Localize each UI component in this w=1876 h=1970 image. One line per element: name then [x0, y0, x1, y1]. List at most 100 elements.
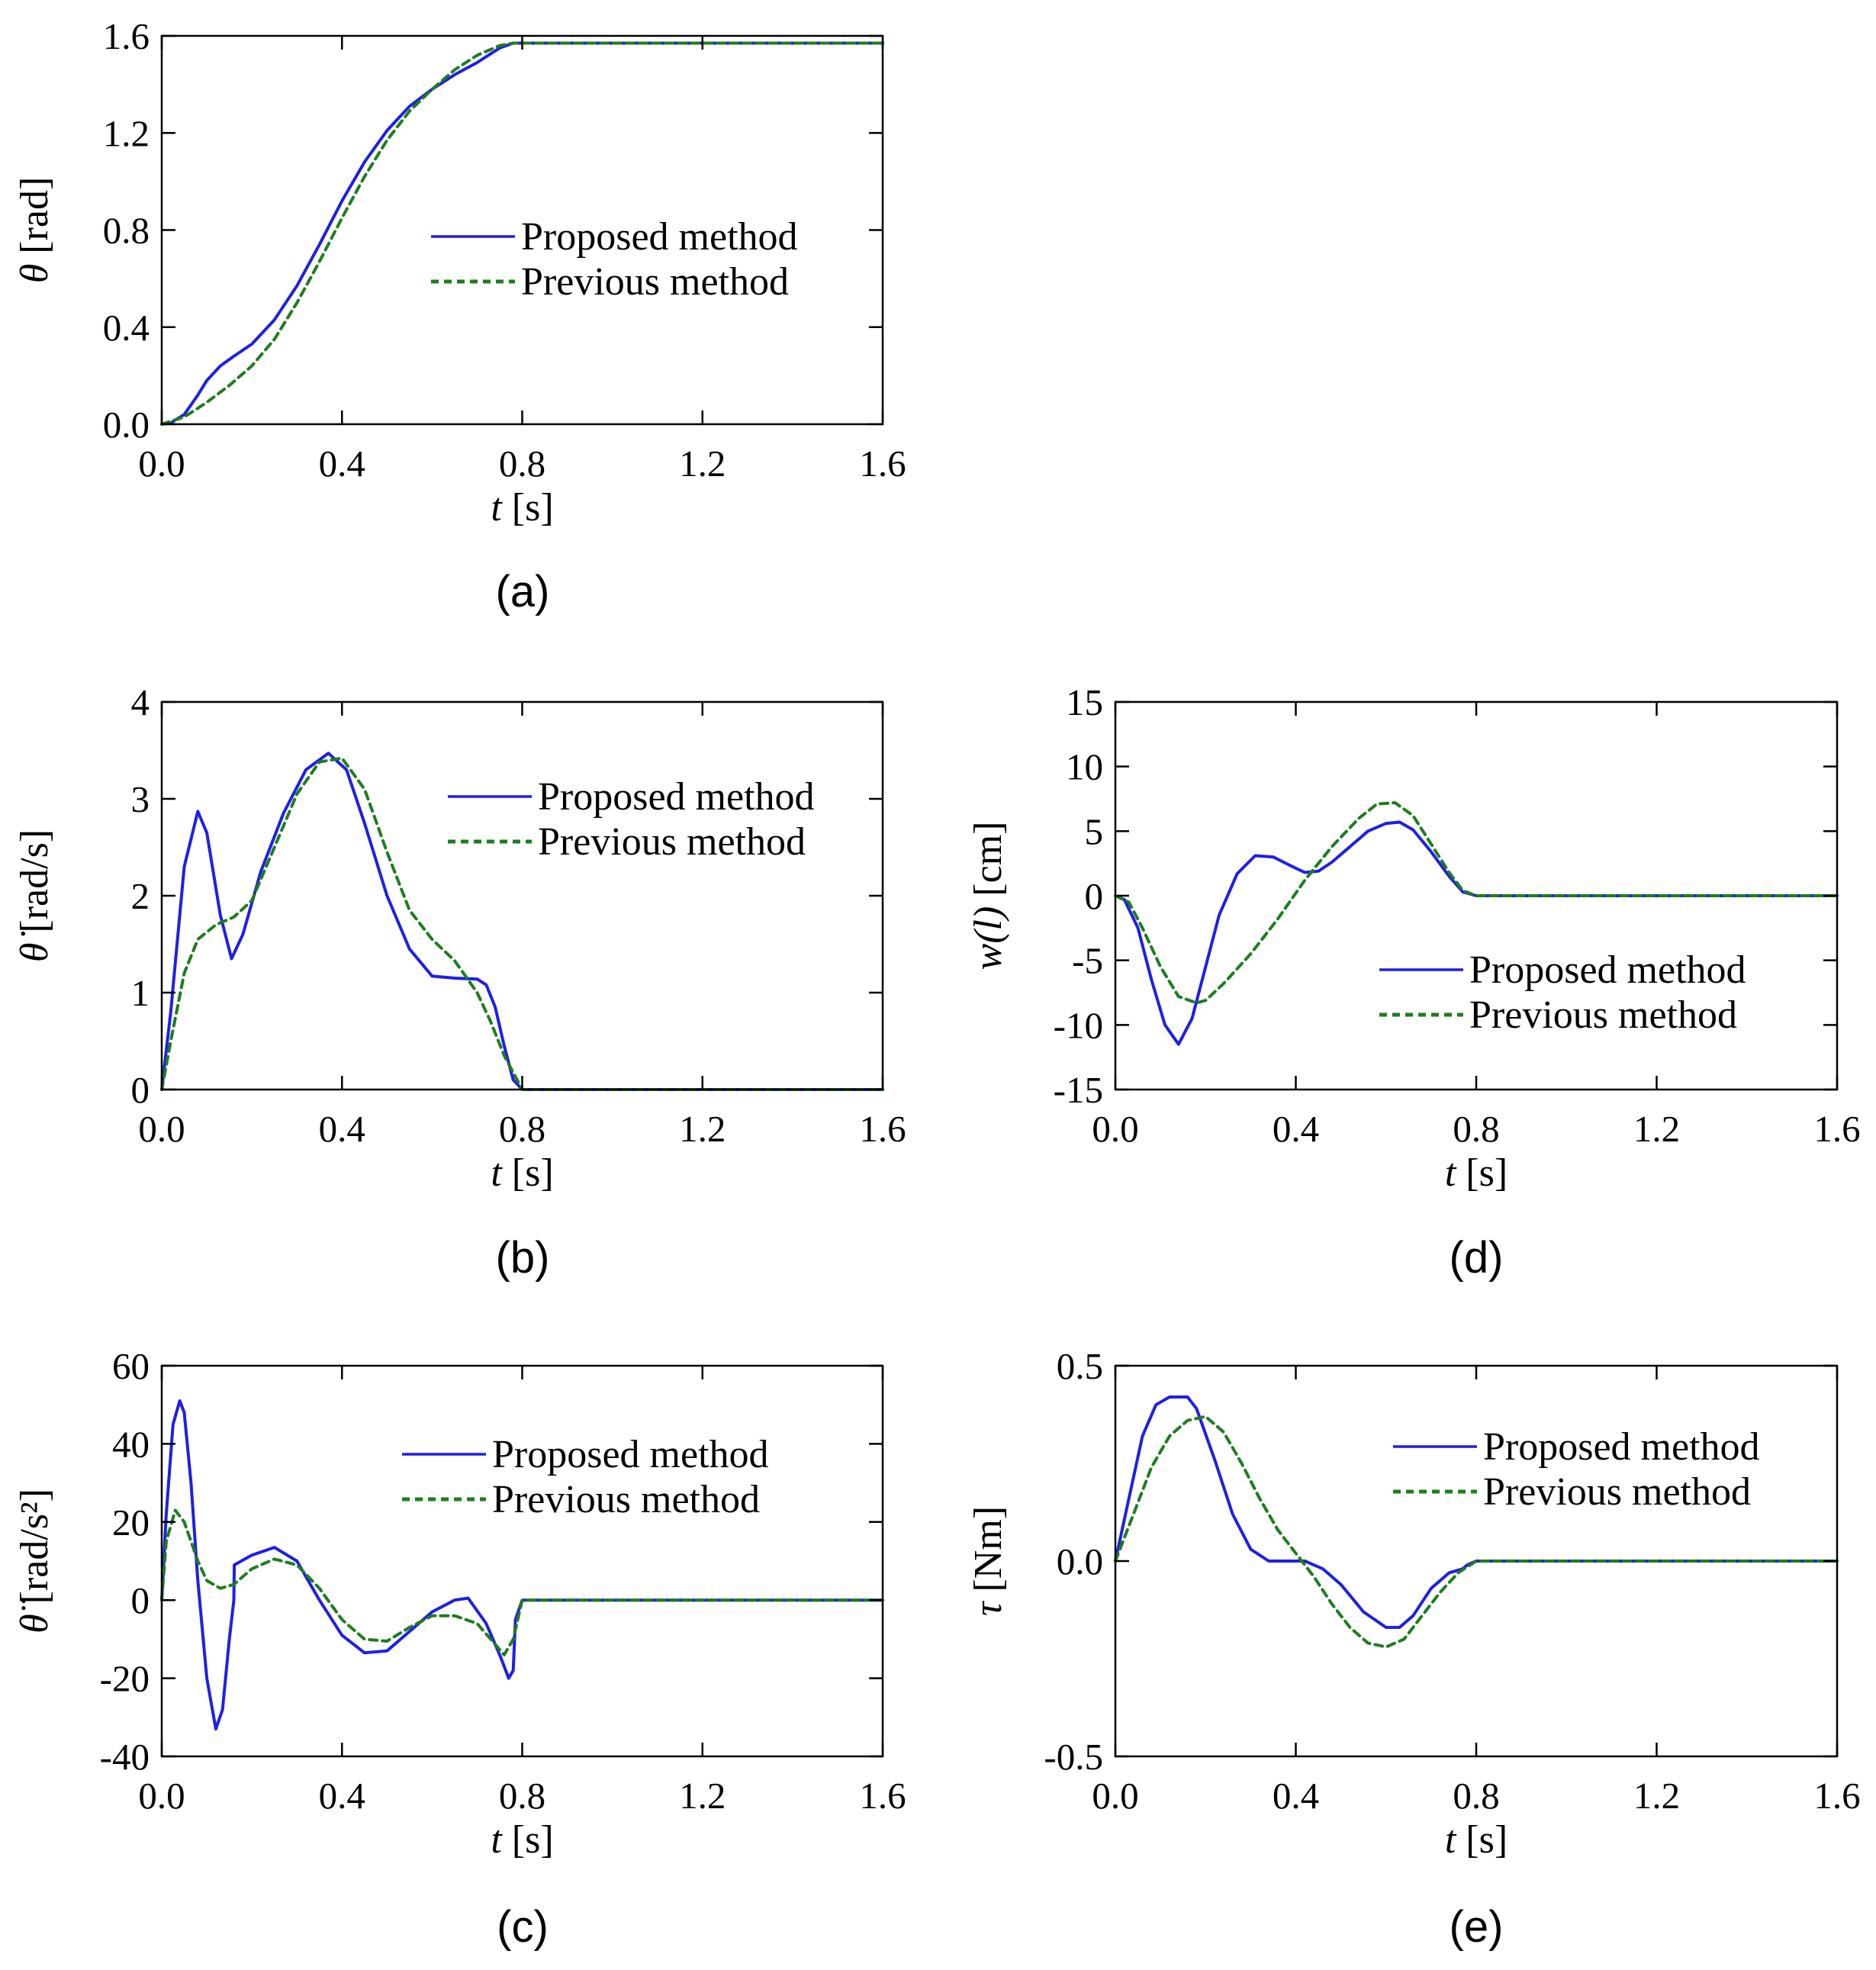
x-tick-label: 0.0 — [138, 1108, 185, 1150]
y-tick-label: 4 — [131, 681, 150, 723]
y-tick-label: 0.0 — [1057, 1540, 1103, 1582]
y-tick-label: 0.8 — [103, 210, 150, 252]
y-axis-variable: θ — [13, 264, 56, 284]
chart-panel-a: 0.0 0.4 0.8 1.2 1.6 0.0 0.4 0.8 1.2 1.6 t [s] θ [ra… — [13, 15, 906, 616]
y-axis-unit: [cm] — [967, 822, 1010, 906]
x-axis-unit: [s] — [502, 1151, 554, 1195]
x-axis-unit: [s] — [1456, 1151, 1508, 1195]
y-axis-variable: τ — [967, 1600, 1010, 1616]
chart-panel-c: 0.0 0.4 0.8 1.2 1.6 -40 -20 0 20 40 60 t [s] θ̈ [rad… — [13, 1345, 906, 1952]
x-tick-label: 0.0 — [1092, 1108, 1138, 1150]
x-tick-label: 0.8 — [1453, 1108, 1499, 1150]
x-tick-label: 0.0 — [138, 443, 185, 484]
x-tick-label: 0.4 — [1273, 1775, 1319, 1817]
x-axis-label: t [s] — [491, 486, 553, 530]
y-axis-label: θ̈ [rad/s²] — [13, 1489, 56, 1634]
y-tick-label: 3 — [131, 778, 150, 820]
chart-panel-d: 0.0 0.4 0.8 1.2 1.6 -15 -10 -5 0 5 10 15 t [s] w(l) [… — [967, 681, 1861, 1283]
y-tick-label: 0.4 — [103, 307, 150, 349]
y-axis-label: θ̇ [rad/s] — [13, 829, 56, 962]
x-tick-label: 0.8 — [499, 443, 545, 484]
y-axis-variable: w(l) — [967, 906, 1010, 971]
x-tick-label: 0.4 — [1273, 1108, 1319, 1150]
series-previous-line — [1114, 1415, 1839, 1649]
y-axis-unit: [rad/s²] — [13, 1489, 56, 1614]
y-axis-label: θ [rad] — [13, 177, 56, 284]
x-tick-label: 1.2 — [1633, 1775, 1680, 1817]
y-axis-unit: [rad] — [13, 177, 56, 264]
legend-proposed-label: Proposed method — [1483, 1425, 1760, 1469]
y-tick-label: 0.0 — [103, 404, 150, 446]
x-tick-label: 0.8 — [499, 1775, 545, 1817]
y-axis-label: τ [Nm] — [967, 1506, 1010, 1616]
x-axis-unit: [s] — [502, 1818, 554, 1862]
legend-previous-label: Previous method — [1469, 993, 1737, 1037]
x-tick-label: 1.6 — [1813, 1108, 1860, 1150]
x-tick-label: 1.6 — [859, 1108, 906, 1150]
y-tick-label: 60 — [112, 1345, 150, 1387]
legend-proposed-label: Proposed method — [538, 775, 815, 819]
y-tick-label: 1 — [131, 972, 150, 1014]
y-tick-label: 0.5 — [1057, 1345, 1103, 1387]
panel-label: (b) — [496, 1233, 550, 1283]
y-tick-label: 5 — [1085, 810, 1104, 852]
panel-label: (a) — [496, 567, 550, 616]
x-tick-label: 0.4 — [319, 1775, 365, 1817]
y-tick-label: 1.6 — [103, 15, 150, 57]
y-tick-label: 0 — [131, 1069, 150, 1111]
x-axis-label: t [s] — [1445, 1818, 1508, 1862]
y-tick-label: -15 — [1054, 1069, 1103, 1111]
x-axis-variable: t — [491, 1818, 503, 1862]
legend-proposed-label: Proposed method — [1469, 948, 1746, 992]
x-tick-label: 0.0 — [1092, 1775, 1138, 1817]
series-proposed-line — [160, 752, 884, 1091]
legend-previous-label: Previous method — [538, 820, 806, 864]
x-tick-label: 0.4 — [319, 443, 365, 484]
y-tick-label: -20 — [100, 1658, 150, 1700]
chart-panel-b: 0.0 0.4 0.8 1.2 1.6 0 1 2 3 4 t [s] θ̇ [rad/s] Propo… — [13, 681, 906, 1283]
y-tick-label: 20 — [112, 1502, 150, 1543]
x-axis-unit: [s] — [1456, 1818, 1508, 1862]
series-proposed-line — [160, 1399, 884, 1731]
x-axis-variable: t — [1445, 1818, 1457, 1862]
x-tick-label: 1.2 — [1633, 1108, 1680, 1150]
x-tick-label: 1.2 — [679, 1775, 726, 1817]
legend-previous-label: Previous method — [1483, 1470, 1751, 1514]
y-tick-label: 15 — [1066, 681, 1103, 723]
x-axis-variable: t — [1445, 1151, 1457, 1195]
y-tick-label: 1.2 — [103, 112, 150, 154]
y-tick-label: 0 — [1085, 875, 1104, 917]
y-tick-label: -0.5 — [1044, 1736, 1103, 1778]
x-tick-label: 0.4 — [319, 1108, 365, 1150]
x-tick-label: 1.2 — [679, 1108, 726, 1150]
y-tick-label: 0 — [131, 1579, 150, 1621]
x-axis-label: t [s] — [1445, 1151, 1508, 1195]
x-tick-label: 0.0 — [138, 1775, 185, 1817]
y-tick-label: 2 — [131, 875, 150, 917]
x-axis-variable: t — [491, 1151, 503, 1195]
legend-proposed-label: Proposed method — [521, 215, 798, 259]
panel-label: (d) — [1450, 1233, 1504, 1283]
x-axis-label: t [s] — [491, 1151, 553, 1195]
x-tick-label: 0.8 — [499, 1108, 545, 1150]
series-previous-line — [1114, 801, 1839, 1005]
legend-previous-label: Previous method — [492, 1478, 760, 1521]
y-tick-label: -10 — [1054, 1004, 1103, 1046]
x-axis-label: t [s] — [491, 1818, 553, 1862]
chart-panel-e: 0.0 0.4 0.8 1.2 1.6-0.50.00.5t [s]τ [Nm]Prop… — [967, 1345, 1861, 1952]
x-axis-variable: t — [491, 486, 503, 530]
series-previous-line — [160, 1508, 884, 1656]
legend-proposed-label: Proposed method — [492, 1433, 769, 1476]
panel-label: (c) — [497, 1902, 549, 1952]
y-tick-label: 10 — [1066, 746, 1103, 788]
y-tick-label: 40 — [112, 1423, 150, 1465]
y-axis-label: w(l) [cm] — [967, 822, 1010, 971]
y-tick-label: -40 — [100, 1736, 150, 1778]
panel-label: (e) — [1450, 1902, 1504, 1952]
x-tick-label: 1.2 — [679, 443, 726, 484]
